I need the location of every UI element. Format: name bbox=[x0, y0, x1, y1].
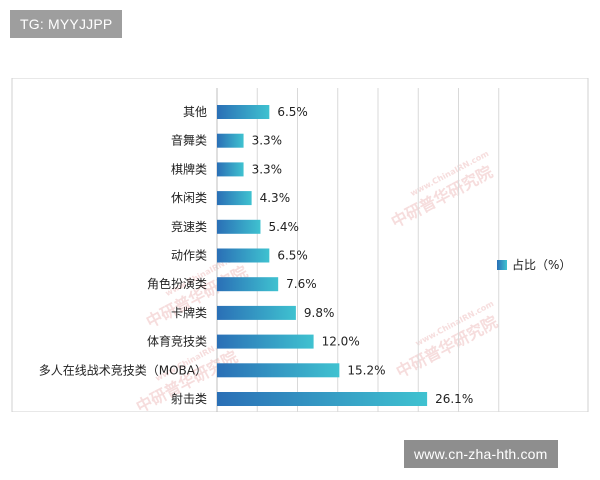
chart-container: 中研普华研究院 www.ChinaIRN.com 中研普华研究院 www.ChinaI… bbox=[0, 78, 600, 412]
category-label: 体育竞技类 bbox=[147, 334, 207, 349]
value-label: 7.6% bbox=[286, 277, 317, 291]
category-label: 棋牌类 bbox=[171, 162, 207, 176]
bar bbox=[217, 334, 314, 349]
bar bbox=[217, 133, 244, 148]
bar bbox=[217, 363, 340, 378]
category-label: 卡牌类 bbox=[171, 306, 207, 320]
bottom-overlay-tag: www.cn-zha-hth.com bbox=[404, 440, 558, 468]
value-label: 4.3% bbox=[260, 191, 291, 205]
category-label: 射击类 bbox=[171, 391, 207, 406]
bar bbox=[217, 305, 296, 320]
bar bbox=[217, 248, 270, 263]
category-label: 音舞类 bbox=[171, 133, 207, 148]
bar bbox=[217, 392, 428, 406]
value-label: 12.0% bbox=[322, 335, 360, 349]
value-label: 9.8% bbox=[304, 306, 335, 320]
value-label: 5.4% bbox=[268, 220, 299, 234]
value-label: 6.5% bbox=[277, 105, 308, 119]
bar bbox=[217, 191, 252, 206]
bar bbox=[217, 162, 244, 177]
legend-label: 占比（%） bbox=[512, 257, 571, 272]
value-label: 26.1% bbox=[435, 392, 473, 406]
value-label: 3.3% bbox=[252, 134, 283, 148]
value-label: 3.3% bbox=[252, 162, 283, 176]
bar bbox=[217, 105, 270, 119]
category-label: 其他 bbox=[183, 105, 207, 119]
top-overlay-tag: TG: MYYJJPP bbox=[10, 10, 123, 38]
category-label: 竞速类 bbox=[171, 220, 207, 234]
category-label: 角色扮演类 bbox=[147, 276, 207, 291]
bar bbox=[217, 219, 261, 234]
legend-swatch bbox=[497, 260, 507, 270]
bar-chart: 中研普华研究院www.ChinaIRN.com中研普华研究院www.ChinaI… bbox=[11, 78, 589, 412]
chart-frame bbox=[11, 78, 589, 412]
value-label: 15.2% bbox=[347, 363, 385, 377]
category-label: 休闲类 bbox=[171, 191, 207, 205]
bar bbox=[217, 277, 279, 292]
value-label: 6.5% bbox=[277, 249, 308, 263]
category-label: 多人在线战术竞技类（MOBA） bbox=[39, 363, 207, 377]
category-label: 动作类 bbox=[171, 249, 207, 263]
